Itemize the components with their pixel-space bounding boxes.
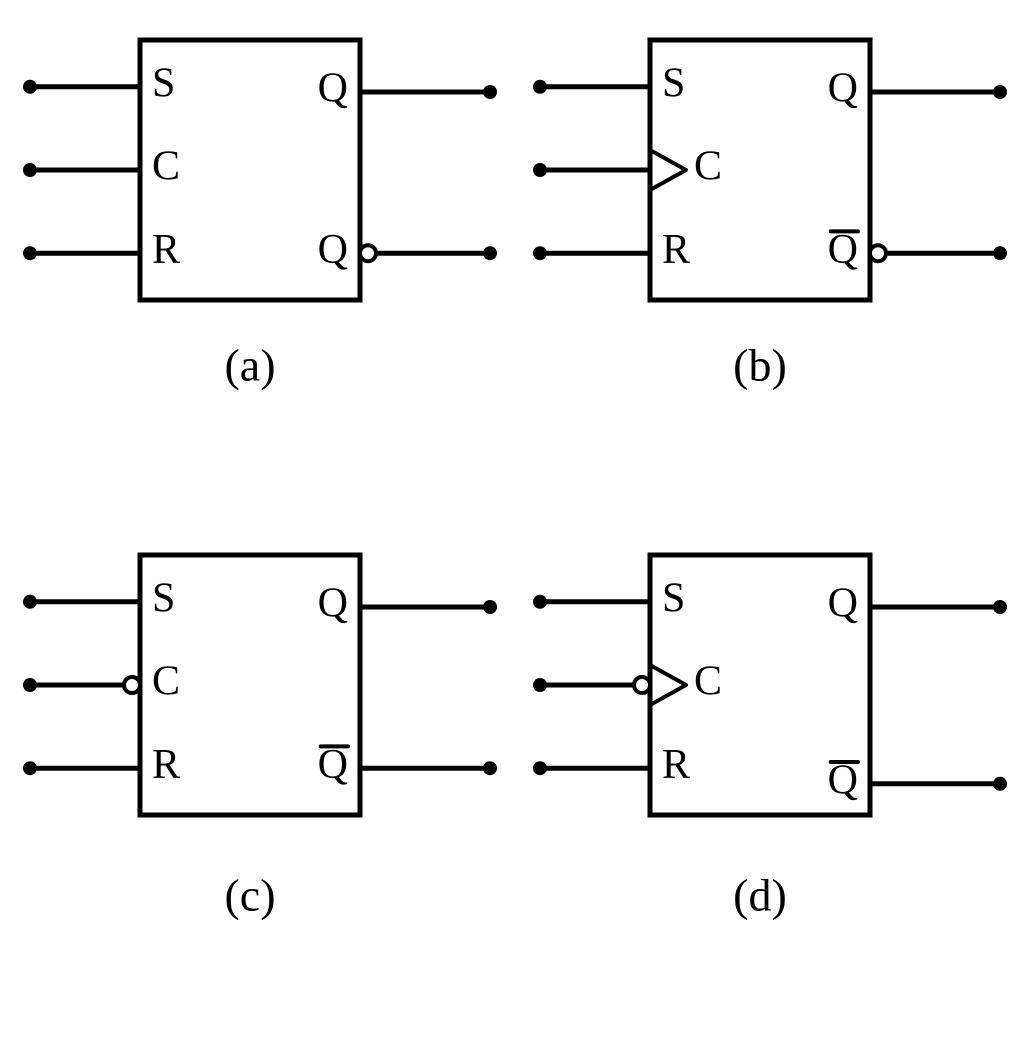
svg-text:Q: Q: [318, 742, 348, 788]
flipflop-diagram: SCRQQ(a)SCRQQ(b)SCRQQ(c)SCRQQ(d): [0, 0, 1020, 1057]
svg-text:Q: Q: [828, 227, 858, 273]
svg-text:R: R: [662, 742, 690, 788]
svg-text:S: S: [152, 60, 175, 106]
svg-text:S: S: [662, 60, 685, 106]
svg-text:(c): (c): [224, 870, 275, 921]
svg-text:C: C: [152, 659, 180, 705]
svg-text:Q: Q: [318, 227, 348, 273]
svg-text:S: S: [662, 575, 685, 621]
svg-text:S: S: [152, 575, 175, 621]
svg-text:R: R: [662, 227, 690, 273]
svg-text:Q: Q: [828, 757, 858, 803]
svg-text:Q: Q: [318, 66, 348, 112]
svg-text:R: R: [152, 742, 180, 788]
svg-text:(b): (b): [733, 340, 787, 391]
svg-text:(a): (a): [224, 340, 275, 391]
svg-text:Q: Q: [828, 66, 858, 112]
svg-text:Q: Q: [828, 581, 858, 627]
svg-text:C: C: [694, 144, 722, 190]
svg-text:(d): (d): [733, 870, 787, 921]
svg-text:C: C: [694, 659, 722, 705]
svg-text:C: C: [152, 144, 180, 190]
svg-text:R: R: [152, 227, 180, 273]
svg-text:Q: Q: [318, 581, 348, 627]
